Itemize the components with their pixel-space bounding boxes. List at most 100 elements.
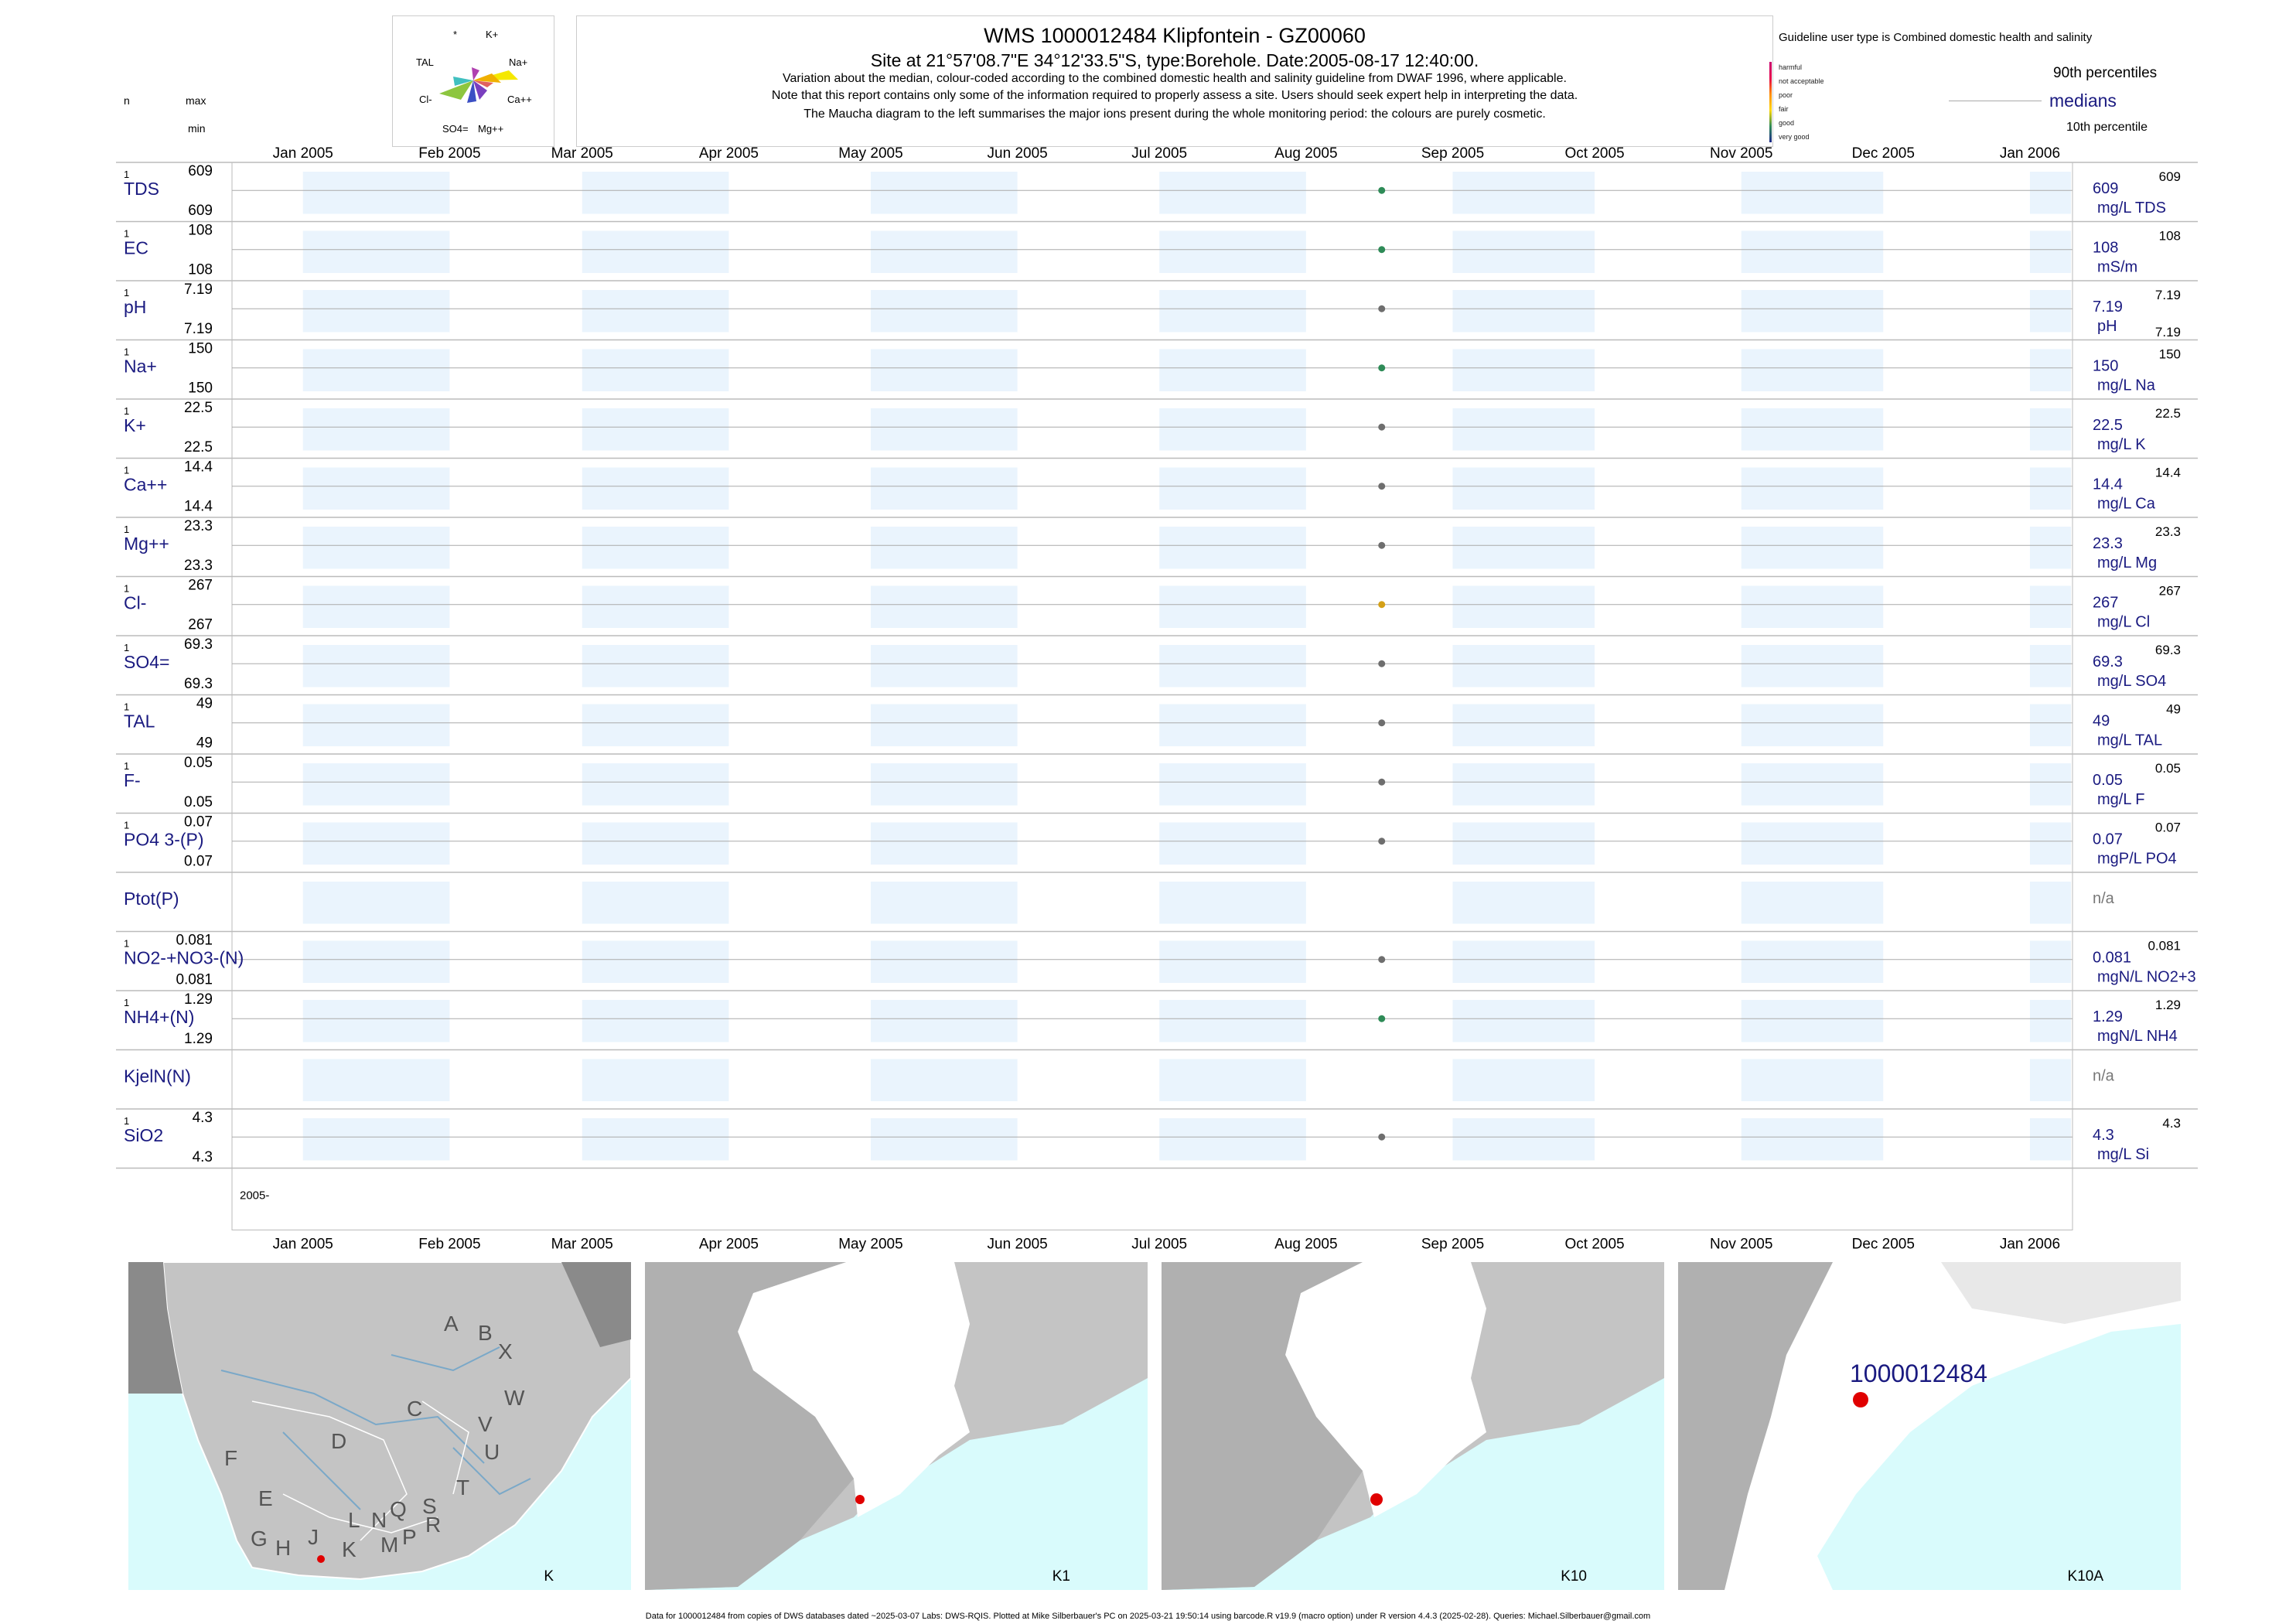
guideline-text: Guideline user type is Combined domestic… — [1779, 31, 2093, 44]
month-band — [870, 1059, 1018, 1101]
month-band — [2029, 349, 2071, 391]
row-unit: mS/m — [2097, 259, 2137, 276]
month-band — [1452, 290, 1595, 333]
row-unit: mg/L F — [2097, 791, 2145, 808]
month-band — [870, 408, 1018, 451]
row-n: 1 — [124, 997, 129, 1008]
map-site-marker-k1 — [855, 1495, 865, 1504]
map-region-r: R — [425, 1513, 442, 1537]
month-band — [1741, 172, 1884, 214]
map-region-n: N — [371, 1508, 387, 1532]
map-region-a: A — [444, 1312, 459, 1336]
month-band — [302, 290, 450, 333]
x-tick-label-top: Nov 2005 — [1710, 145, 1772, 162]
row-median: 4.3 — [2093, 1127, 2114, 1144]
month-band — [870, 645, 1018, 687]
row-label: TAL — [124, 711, 155, 732]
month-band — [302, 527, 450, 569]
month-band — [2029, 172, 2071, 214]
x-tick-label-bottom: Oct 2005 — [1565, 1237, 1625, 1253]
data-point — [1378, 719, 1386, 727]
year-label: 2005- — [240, 1189, 269, 1203]
row-median: 0.05 — [2093, 772, 2123, 789]
month-band — [582, 882, 729, 924]
row-n: 1 — [124, 405, 129, 417]
row-max: 0.05 — [184, 755, 213, 771]
row-median: n/a — [2093, 1068, 2115, 1085]
map-panel-k: A B X W C V D U F T E Q S L N R G H J K … — [128, 1262, 631, 1590]
maucha-label-k: K+ — [486, 29, 498, 40]
month-band — [302, 645, 450, 687]
month-band — [870, 704, 1018, 746]
row-min: 150 — [188, 380, 213, 397]
row-unit: mg/L Na — [2097, 377, 2156, 394]
legend-medians: medians — [2049, 90, 2117, 111]
month-band — [2029, 882, 2071, 924]
map-region-p: P — [402, 1525, 417, 1549]
maucha-label-cl: Cl- — [419, 94, 432, 105]
month-band — [582, 704, 729, 746]
x-tick-label-bottom: May 2005 — [838, 1237, 902, 1253]
x-tick-label-bottom: Dec 2005 — [1852, 1237, 1915, 1253]
column-heading-max: max — [186, 94, 206, 107]
map-panel-label-k10: K10 — [1561, 1568, 1587, 1585]
map-panel-k10: K10 — [1162, 1262, 1664, 1590]
map-region-d: D — [331, 1429, 347, 1453]
map-region-f: F — [224, 1446, 238, 1470]
month-band — [1452, 1000, 1595, 1042]
map-region-g: G — [251, 1527, 268, 1551]
month-band — [1159, 940, 1306, 983]
map-k10a — [1678, 1262, 2181, 1590]
month-band — [1159, 408, 1306, 451]
map-region-m: M — [380, 1533, 399, 1557]
month-band — [1741, 230, 1884, 273]
month-band — [1741, 349, 1884, 391]
map-region-h: H — [275, 1536, 292, 1560]
row-p90: 22.5 — [2155, 406, 2181, 421]
row-n: 1 — [124, 760, 129, 772]
scale-bar — [1769, 62, 1772, 142]
row-min: 69.3 — [184, 676, 213, 692]
map-panel-label-k1: K1 — [1052, 1568, 1070, 1585]
legend-p10: 10th percentile — [2066, 121, 2148, 134]
row-n: 1 — [124, 938, 129, 950]
row-n: 1 — [124, 583, 129, 595]
data-point — [1378, 660, 1386, 667]
month-band — [870, 230, 1018, 273]
scale-very-good: very good — [1779, 133, 1810, 141]
row-median: 267 — [2093, 595, 2118, 612]
x-tick-label-top: May 2005 — [838, 145, 902, 162]
month-band — [582, 763, 729, 806]
row-p90: 267 — [2159, 584, 2181, 599]
month-band — [1741, 467, 1884, 510]
month-band — [582, 230, 729, 273]
column-heading-min: min — [188, 122, 206, 135]
row-n: 1 — [124, 820, 129, 831]
row-max: 22.5 — [184, 400, 213, 416]
month-band — [1159, 1000, 1306, 1042]
row-unit: mg/L Cl — [2097, 614, 2150, 631]
row-n: 1 — [124, 287, 129, 299]
row-unit: mg/L Mg — [2097, 554, 2157, 571]
x-tick-label-bottom: Jul 2005 — [1131, 1237, 1187, 1253]
month-band — [1741, 940, 1884, 983]
map-region-c: C — [407, 1397, 423, 1421]
row-max: 7.19 — [184, 281, 213, 298]
row-median: 22.5 — [2093, 417, 2123, 434]
month-band — [302, 882, 450, 924]
x-tick-label-top: Dec 2005 — [1852, 145, 1915, 162]
row-unit: mg/L Si — [2097, 1146, 2149, 1163]
map-region-k: K — [342, 1537, 357, 1561]
month-band — [1741, 1118, 1884, 1161]
row-label: pH — [124, 297, 146, 317]
row-label: KjelN(N) — [124, 1066, 191, 1087]
maucha-label-so4: SO4= — [442, 123, 469, 135]
month-band — [1741, 1000, 1884, 1042]
month-band — [870, 290, 1018, 333]
month-band — [870, 822, 1018, 865]
month-band — [870, 467, 1018, 510]
row-min: 14.4 — [184, 499, 213, 515]
maucha-label-tal: TAL — [416, 56, 434, 68]
month-band — [870, 763, 1018, 806]
data-point — [1378, 246, 1386, 254]
